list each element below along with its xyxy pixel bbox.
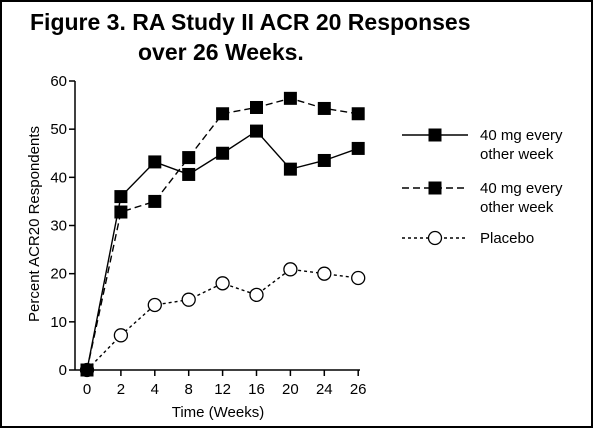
data-point <box>317 266 332 281</box>
legend-entry: Placebo <box>402 230 534 247</box>
data-point <box>216 107 230 121</box>
y-axis-title: Percent ACR20 Respondents <box>26 126 43 322</box>
data-point <box>114 190 128 204</box>
x-tick-label: 4 <box>151 381 159 398</box>
data-point <box>351 141 365 155</box>
x-tick-label: 20 <box>282 381 299 398</box>
legend-entry: 40 mg every other week <box>402 127 563 163</box>
y-tick-label: 40 <box>50 169 67 186</box>
legend-marker <box>428 128 442 142</box>
data-point <box>351 270 366 286</box>
data-point <box>283 91 297 105</box>
data-point <box>148 155 162 169</box>
x-axis-title: Time (Weeks) <box>172 404 265 421</box>
legend-label: 40 mg every <box>480 180 563 197</box>
data-point <box>182 151 196 165</box>
y-tick-label: 0 <box>59 362 67 379</box>
chart-title-line-2: over 26 Weeks. <box>138 39 304 65</box>
legend-label: other week <box>480 146 554 163</box>
y-tick-label: 30 <box>50 218 67 235</box>
y-tick-label: 50 <box>50 121 67 138</box>
legend-label: Placebo <box>480 230 534 247</box>
series-1 <box>80 124 365 377</box>
data-point <box>80 363 94 377</box>
chart-title-line-1: Figure 3. RA Study II ACR 20 Responses <box>30 9 471 35</box>
x-tick-label: 2 <box>117 381 125 398</box>
data-point <box>351 107 365 121</box>
series-line <box>86 97 359 371</box>
data-point <box>181 292 196 307</box>
legend-marker <box>427 230 443 246</box>
series-layer <box>79 91 366 378</box>
series-3 <box>79 262 366 378</box>
data-point <box>249 287 264 303</box>
data-point <box>250 100 263 114</box>
data-point <box>283 262 298 277</box>
data-point <box>182 167 196 181</box>
x-tick-label: 24 <box>316 381 333 398</box>
legend-marker <box>428 181 442 195</box>
data-point <box>113 328 129 343</box>
data-point <box>317 101 331 115</box>
data-point <box>215 276 230 291</box>
data-point <box>317 153 331 167</box>
legend: 40 mg every other week 40 mg every other we… <box>402 127 563 247</box>
y-tick-label: 10 <box>50 314 67 331</box>
x-tick-label: 16 <box>248 381 265 398</box>
data-point <box>216 146 230 160</box>
x-axis-ticks: 0 2 4 8 12 16 20 24 26 <box>83 370 367 398</box>
y-tick-label: 20 <box>50 266 67 283</box>
legend-entry: 40 mg every other week <box>402 180 563 216</box>
data-point <box>250 124 263 138</box>
y-tick-label: 60 <box>50 73 67 90</box>
x-tick-label: 26 <box>350 381 367 398</box>
x-tick-label: 8 <box>185 381 193 398</box>
y-axis-ticks: 0 10 20 30 40 50 60 <box>50 73 75 379</box>
data-point <box>148 194 162 208</box>
legend-label: 40 mg every <box>480 127 563 144</box>
series-line <box>86 268 359 371</box>
x-tick-label: 0 <box>83 381 91 398</box>
legend-label: other week <box>480 199 554 216</box>
data-point <box>283 162 297 176</box>
x-tick-label: 12 <box>214 381 231 398</box>
data-point <box>147 297 162 313</box>
